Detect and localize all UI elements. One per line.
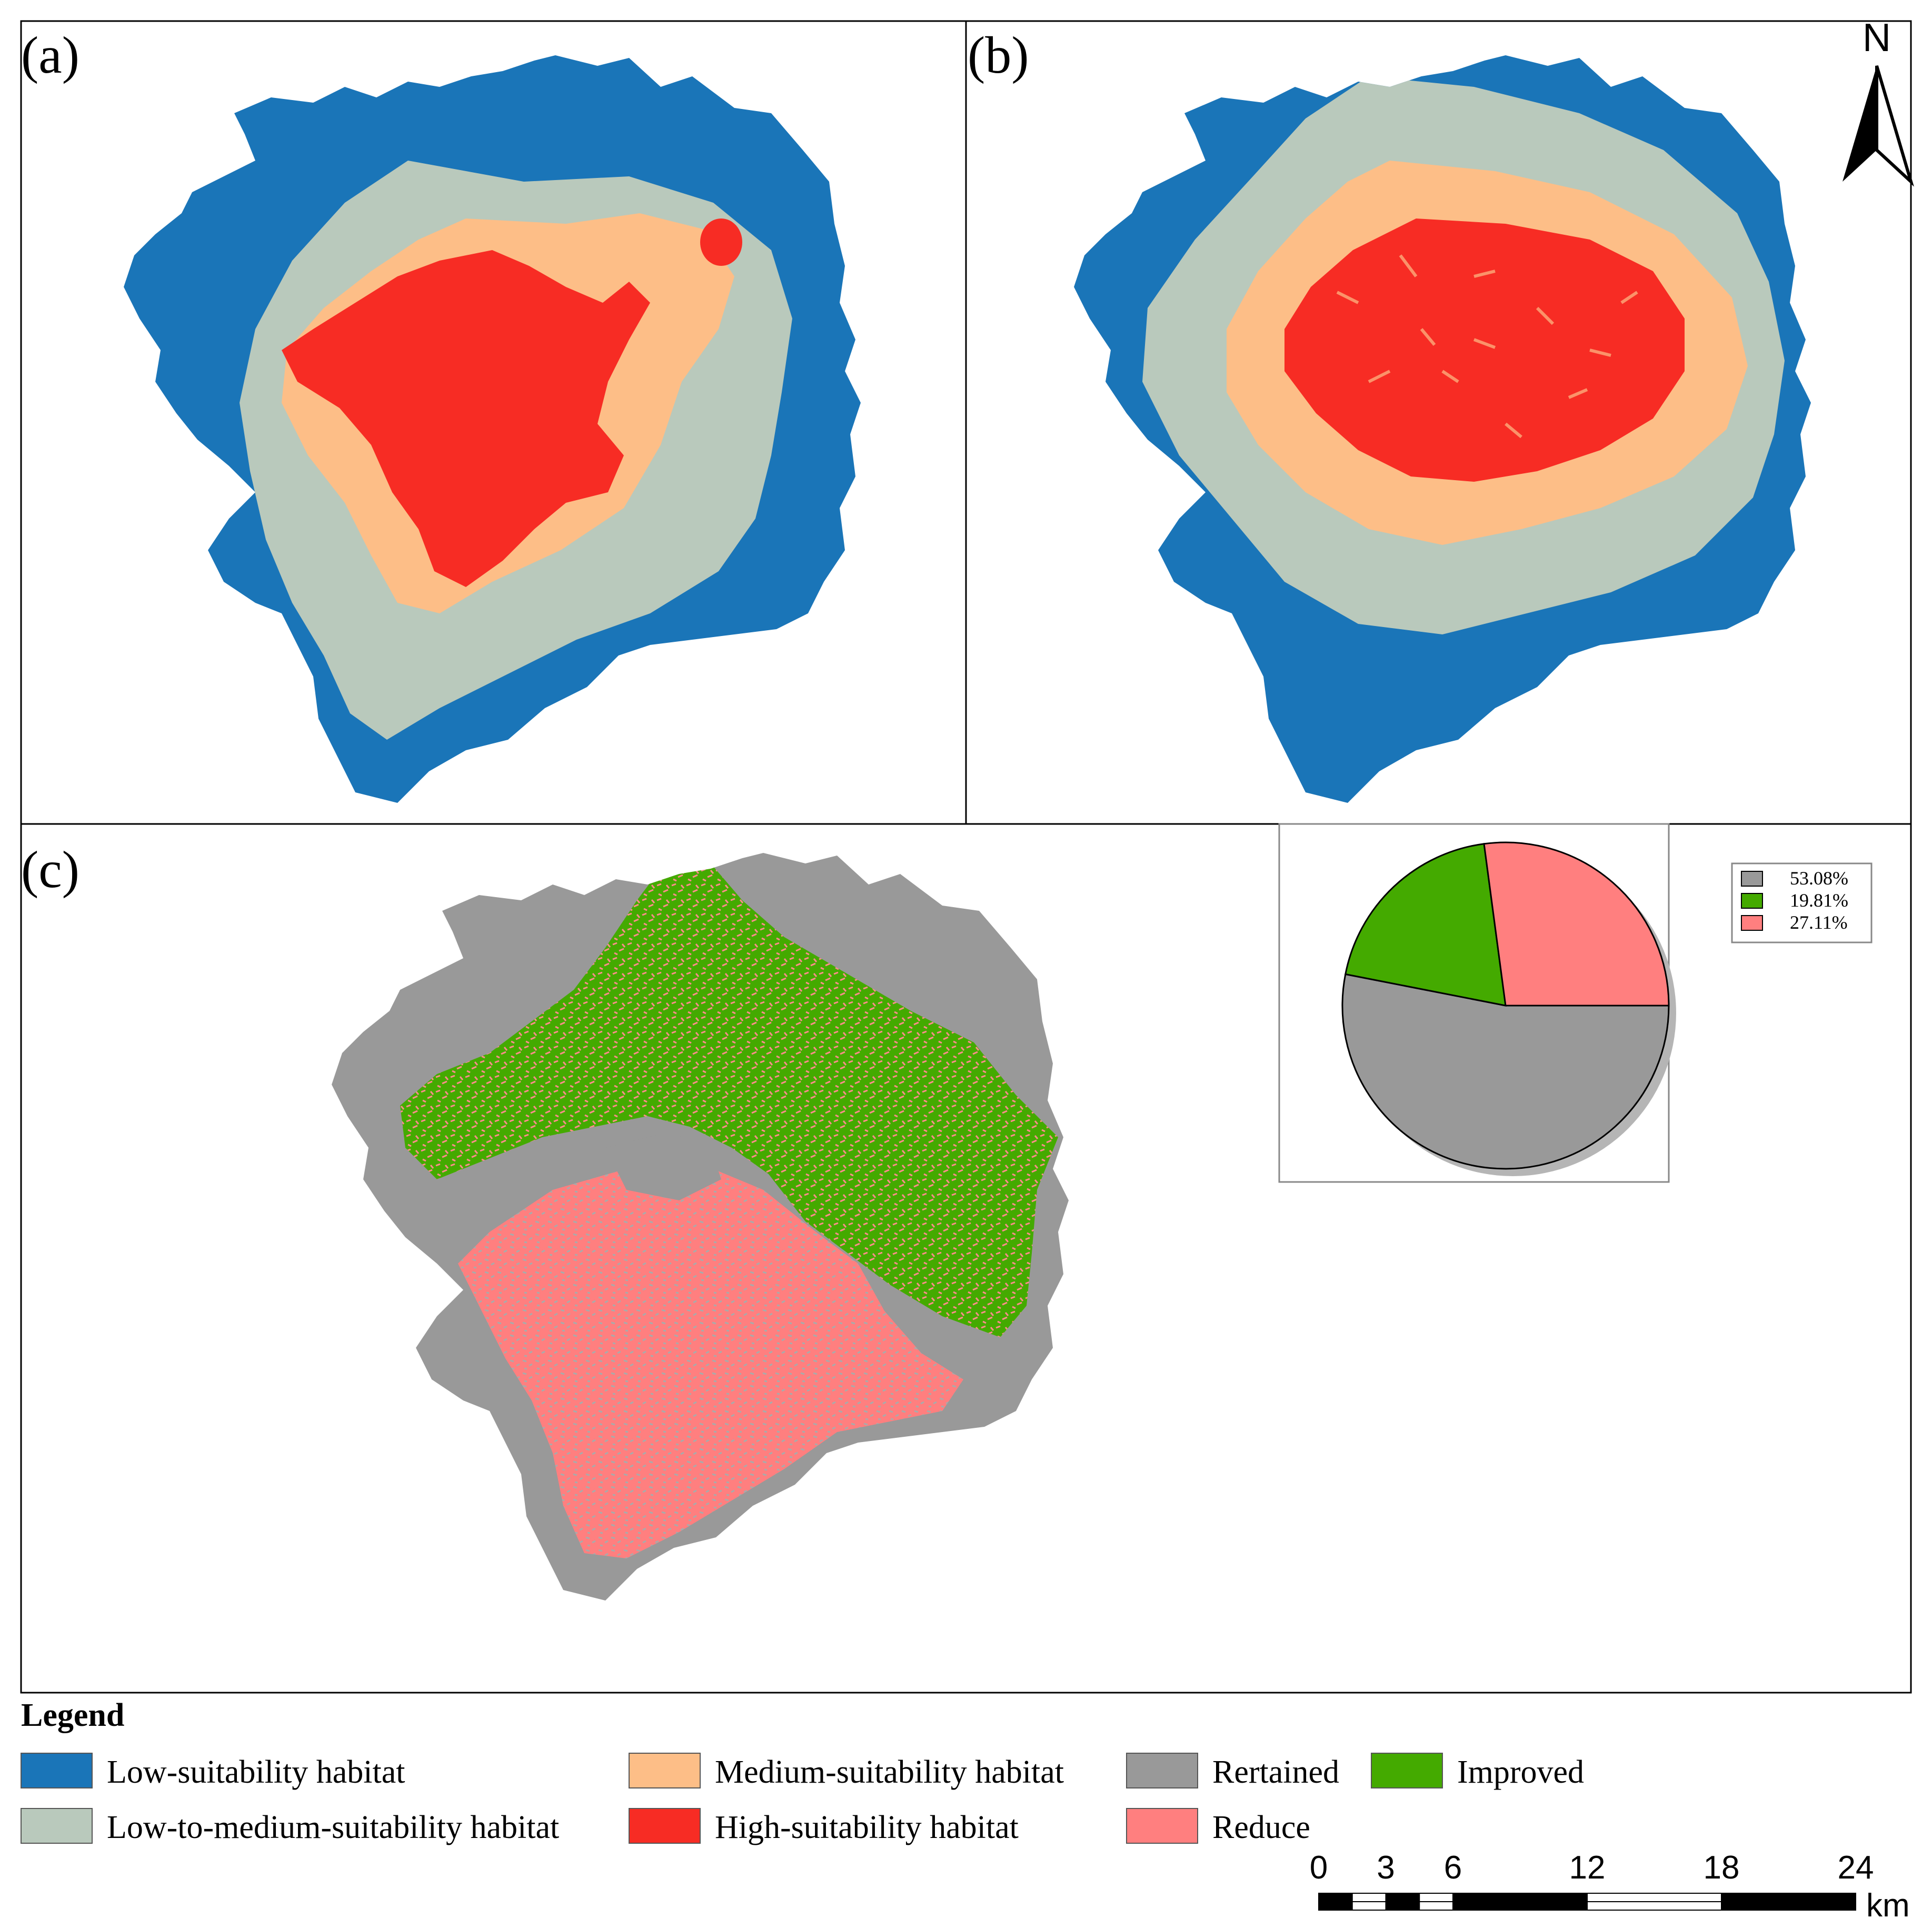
north-arrow-left-half [1843, 66, 1877, 182]
scale-segment [1587, 1901, 1722, 1911]
legend-swatch [1126, 1808, 1198, 1844]
high-suitability-patch [700, 218, 742, 266]
legend-label: Low-to-medium-suitability habitat [107, 1810, 559, 1845]
pie-inset: 53.08%19.81%27.11% [1278, 823, 1873, 1183]
high-suitability-zone [282, 250, 650, 587]
legend-label: Reduce [1212, 1810, 1310, 1845]
scale-segment [1721, 1893, 1856, 1902]
legend: Legend Low-suitability habitat Low-to-med… [21, 1697, 1584, 1845]
legend-label: Low-suitability habitat [107, 1754, 405, 1790]
north-arrow: N [1843, 15, 1914, 187]
legend-title: Legend [21, 1697, 124, 1733]
panel-a: (a) [20, 20, 967, 825]
pie-legend-label: 27.11% [1790, 912, 1848, 933]
pie-legend-label: 53.08% [1790, 868, 1848, 889]
legend-swatch [21, 1753, 93, 1788]
suitability-speckle [1336, 254, 1638, 439]
panel-c-label: (c) [21, 840, 79, 899]
legend-swatch [629, 1808, 701, 1844]
scale-tick-label: 3 [1377, 1850, 1395, 1886]
pie-legend-swatch [1741, 915, 1763, 931]
scale-segment [1318, 1893, 1353, 1902]
panel-c-frame [20, 823, 1912, 1694]
scale-segment [1351, 1893, 1387, 1902]
pie-legend: 53.08%19.81%27.11% [1731, 862, 1873, 943]
panel-a-label: (a) [21, 26, 79, 84]
scale-segment [1452, 1901, 1588, 1911]
scale-segment [1587, 1893, 1722, 1902]
legend-swatch [21, 1808, 93, 1844]
suitability-map-b [1074, 55, 1811, 803]
scale-segment [1419, 1893, 1453, 1902]
pie-legend-swatch [1741, 871, 1763, 887]
scale-segment [1452, 1893, 1588, 1902]
improved-zone-north [400, 858, 1058, 1337]
pie-legend-label: 19.81% [1790, 890, 1848, 911]
pie-slice-improved [1345, 843, 1507, 1007]
panel-c: (c) 53.08%19.81%27.11% [20, 823, 1912, 1694]
pie-slice-reduce [1483, 841, 1670, 1007]
panel-b: (b) N [965, 15, 1914, 825]
legend-swatch [1126, 1753, 1198, 1788]
scale-tick-label: 0 [1310, 1850, 1328, 1886]
panel-b-label: (b) [968, 26, 1029, 84]
legend-label: Improved [1457, 1754, 1584, 1790]
legend-label: Rertained [1212, 1754, 1339, 1790]
legend-swatch [1371, 1753, 1443, 1788]
scale-bar: 0 3 6 12 18 24 km [1310, 1850, 1910, 1924]
scale-segment [1318, 1901, 1353, 1911]
scale-segment [1721, 1901, 1856, 1911]
north-arrow-right-half [1875, 65, 1914, 187]
scale-segment [1419, 1901, 1453, 1911]
legend-swatch [629, 1753, 701, 1788]
scale-tick-label: 12 [1569, 1850, 1606, 1886]
pie-legend-swatch [1741, 893, 1763, 909]
reduce-zone-south [458, 1164, 963, 1558]
retained-patch [605, 1132, 721, 1200]
scale-segment [1351, 1901, 1387, 1911]
scale-tick-label: 6 [1444, 1850, 1462, 1886]
scale-tick-label: 24 [1838, 1850, 1874, 1886]
legend-label: Medium-suitability habitat [715, 1754, 1064, 1790]
legend-label: High-suitability habitat [715, 1810, 1019, 1845]
scale-segment [1385, 1893, 1420, 1902]
high-suitability-zone [1284, 218, 1685, 482]
scale-segment [1385, 1901, 1420, 1911]
scale-unit: km [1866, 1887, 1910, 1924]
change-map-c [332, 853, 1069, 1601]
pie-chart [1341, 841, 1676, 1176]
scale-tick-label: 18 [1704, 1850, 1740, 1886]
pie-slice-rertained [1341, 973, 1670, 1170]
suitability-map-a [124, 55, 861, 803]
north-arrow-label: N [1863, 15, 1891, 59]
